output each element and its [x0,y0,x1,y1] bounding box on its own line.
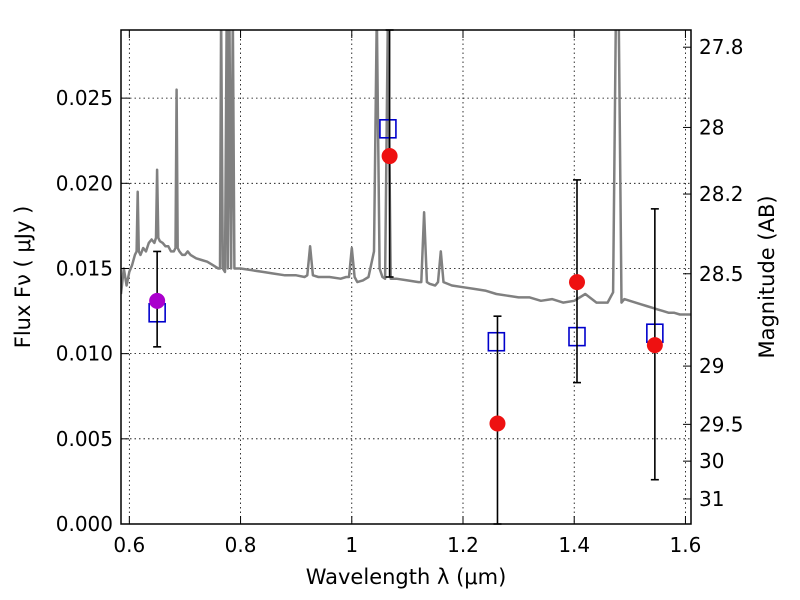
errorbar-layer [148,29,664,525]
observed-photometry-point [489,415,506,432]
x-tick-label: 0.6 [113,533,145,557]
y2-tick-label: 28.2 [699,182,744,206]
x-tick-label: 1.2 [447,533,479,557]
x-tick-label: 1.6 [670,533,702,557]
y-tick-label: 0.010 [56,342,113,366]
x-axis-label: Wavelength λ (μm) [306,565,507,589]
x-tick-label: 1 [345,533,358,557]
y-tick-label: 0.005 [56,427,113,451]
y-axis-label: Flux Fν ( μJy ) [11,206,35,349]
observed-photometry-point [381,148,398,165]
y-tick-label: 0.020 [56,171,113,195]
model-spectrum-line [121,30,691,316]
y2-tick-label: 31 [699,487,724,511]
y-tick-label: 0.000 [56,512,113,536]
y2-tick-label: 28.5 [699,262,744,286]
observed-photometry-point [569,274,585,291]
ticks: 0.6 0.8 1 1.2 1.4 1.6 0.000 0.005 0.010 0.015 0.02… [56,30,744,557]
y-tick-label: 0.015 [56,256,113,280]
model-photometry-square [487,331,506,352]
observed-photometry-point [149,292,166,309]
model-photometry-square [379,119,397,139]
y2-axis-label: Magnitude (AB) [755,195,779,358]
plot-background [121,30,691,524]
data-layer [121,30,691,316]
y2-tick-label: 30 [699,449,724,473]
y2-tick-label: 28 [699,115,724,139]
plot-frame [120,29,692,525]
y2-tick-label: 29.5 [699,412,744,436]
x-tick-label: 0.8 [225,533,257,557]
y-tick-label: 0.025 [56,86,113,110]
y2-tick-label: 27.8 [699,35,744,59]
observed-photometry-point [646,337,663,354]
y2-tick-label: 29 [699,354,724,378]
x-tick-label: 1.4 [558,533,590,557]
